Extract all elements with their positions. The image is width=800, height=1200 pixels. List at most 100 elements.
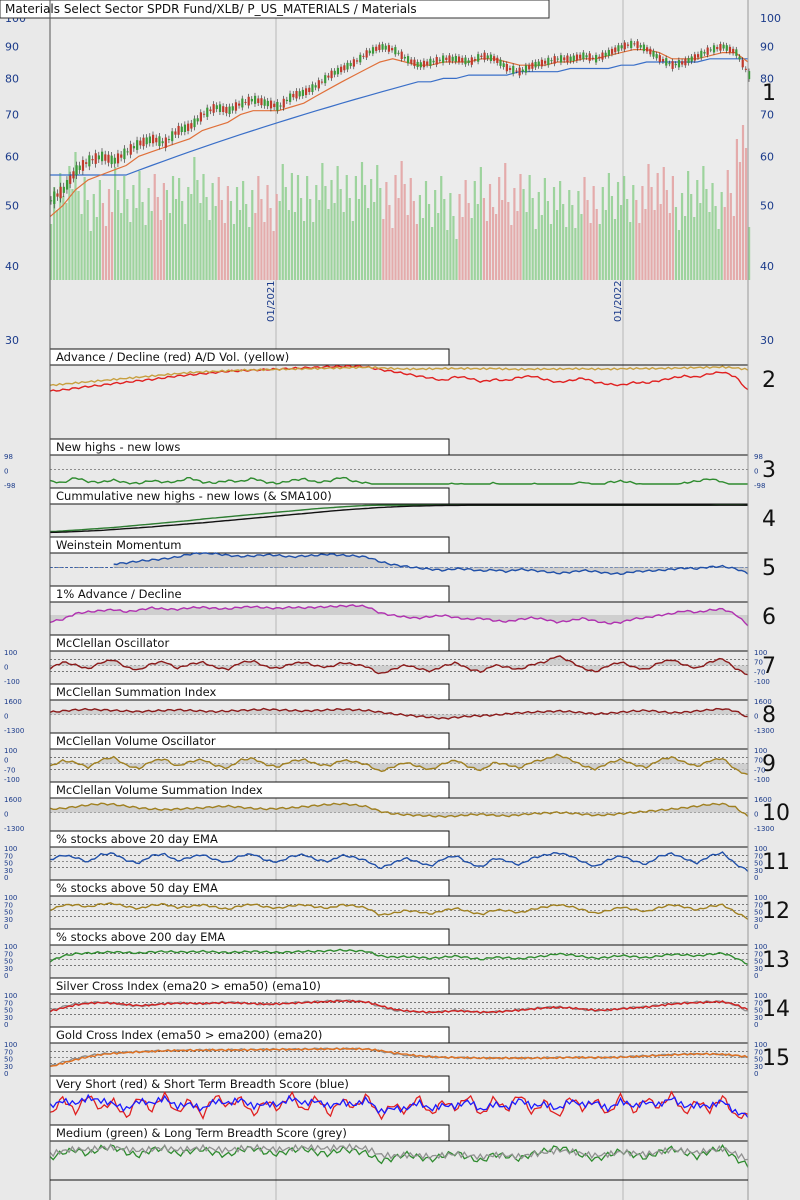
- candle-body: [582, 52, 585, 60]
- volume-bar: [723, 207, 726, 280]
- candle-body: [100, 151, 104, 162]
- volume-bar: [519, 174, 522, 280]
- tick-label-left: 70: [4, 950, 13, 958]
- tick-label-right: -70: [754, 766, 765, 774]
- y-tick-label-left: 50: [5, 200, 19, 213]
- panel-connector: [448, 1084, 748, 1093]
- volume-bar: [455, 239, 458, 280]
- volume-bar: [132, 185, 135, 280]
- candle-body: [448, 55, 451, 63]
- volume-bar: [107, 189, 111, 280]
- panel-number: 15: [762, 1046, 790, 1071]
- volume-bar: [485, 221, 489, 280]
- candle-body: [155, 137, 158, 143]
- candle-body: [263, 99, 266, 106]
- volume-bar: [388, 205, 391, 280]
- panel-title: McClellan Oscillator: [56, 636, 169, 650]
- candle-body: [304, 88, 308, 96]
- tick-label-right: 50: [754, 1056, 763, 1064]
- candle-body: [190, 123, 193, 129]
- candle-body: [222, 106, 225, 112]
- candle-body: [167, 139, 171, 141]
- candle-body: [426, 61, 429, 65]
- tick-label-right: -1300: [754, 825, 774, 833]
- tick-label-left: 70: [4, 901, 13, 909]
- candle-body: [253, 95, 257, 104]
- panel-number: 13: [762, 948, 790, 973]
- candle-body: [343, 65, 346, 71]
- volume-bar: [565, 227, 568, 280]
- volume-bar: [528, 175, 531, 280]
- panel-connector: [448, 986, 748, 995]
- volume-bar: [531, 198, 534, 280]
- area-fill: [50, 605, 748, 626]
- candle-body: [206, 107, 209, 117]
- candle-body: [199, 112, 202, 122]
- series-line: [49, 1143, 749, 1161]
- tick-label-right: 98: [754, 453, 763, 461]
- volume-bar: [357, 199, 361, 280]
- volume-bar: [306, 176, 309, 280]
- tick-label-right: 30: [754, 1014, 763, 1022]
- candle-body: [508, 68, 512, 70]
- volume-bar: [626, 199, 629, 280]
- volume-bar: [315, 185, 318, 280]
- candle-body: [473, 59, 477, 61]
- volume-bar: [62, 196, 65, 280]
- tick-label-left: 0: [4, 1021, 8, 1029]
- candle-body: [566, 55, 569, 63]
- candle-body: [429, 58, 432, 67]
- volume-bar: [598, 224, 601, 280]
- candle-body: [355, 60, 359, 62]
- volume-bar: [254, 213, 257, 280]
- panel-number: 3: [762, 458, 776, 483]
- volume-bar: [156, 197, 159, 280]
- volume-bar: [178, 178, 181, 280]
- panel-number: 12: [762, 899, 790, 924]
- tick-label-left: 50: [4, 1007, 13, 1015]
- candle-body: [180, 126, 183, 133]
- y-tick-label-right: 30: [760, 334, 774, 347]
- candle-body: [716, 47, 719, 50]
- volume-bar: [266, 185, 269, 280]
- y-tick-label-right: 40: [760, 260, 774, 273]
- tick-label-left: -1300: [4, 825, 24, 833]
- candle-body: [212, 104, 215, 113]
- tick-label-left: 30: [4, 965, 13, 973]
- volume-bar: [562, 204, 565, 280]
- candle-body: [722, 44, 725, 49]
- volume-bar: [333, 203, 336, 280]
- tick-label-left: 0: [4, 713, 8, 721]
- tick-label-right: 70: [754, 757, 763, 765]
- candle-body: [515, 70, 518, 72]
- panel-title: % stocks above 50 day EMA: [56, 881, 218, 895]
- candle-body: [142, 137, 145, 147]
- tick-label-right: 100: [754, 943, 767, 951]
- candle-body: [123, 148, 126, 160]
- volume-bar: [53, 187, 56, 280]
- candle-body: [410, 59, 413, 63]
- volume-bar: [226, 186, 229, 280]
- indicator-panel: McClellan Volume Summation Index1016000-…: [4, 781, 790, 833]
- candle-body: [317, 80, 320, 89]
- candle-body: [591, 57, 595, 59]
- indicator-panel: McClellan Summation Index816000-13001600…: [4, 683, 776, 735]
- candle-body: [330, 70, 333, 79]
- tick-label-left: 30: [4, 1014, 13, 1022]
- candle-body: [467, 60, 470, 64]
- panel-number: 10: [762, 801, 790, 826]
- volume-bar: [269, 208, 272, 280]
- candle-body: [333, 70, 336, 75]
- candle-body: [712, 45, 716, 53]
- volume-bar: [546, 201, 550, 280]
- candle-body: [524, 65, 528, 73]
- y-tick-label-right: 60: [760, 150, 774, 163]
- candle-body: [518, 67, 521, 76]
- candle-body: [110, 155, 113, 165]
- candle-body: [725, 45, 728, 51]
- date-tick-label: 01/2022: [613, 280, 624, 322]
- tick-label-left: -98: [4, 482, 15, 490]
- candle-body: [457, 56, 461, 63]
- candle-body: [687, 58, 690, 64]
- volume-bar: [50, 224, 53, 280]
